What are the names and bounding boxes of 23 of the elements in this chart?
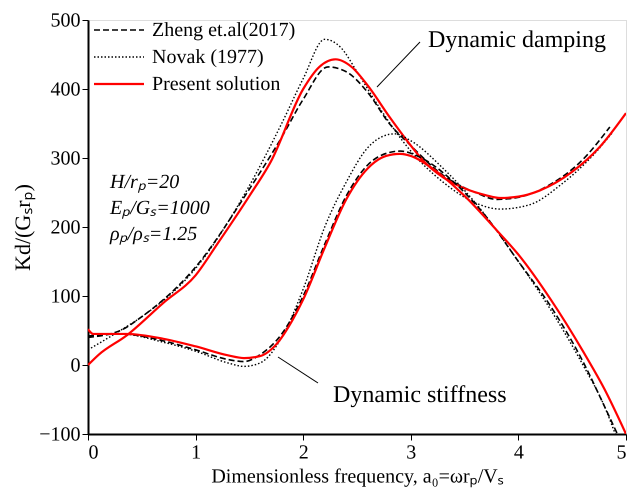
annotation: H/rₚ=20 — [109, 171, 180, 193]
y-tick-label: 200 — [50, 216, 80, 238]
y-tick-label: 100 — [50, 286, 80, 308]
y-tick-label: 0 — [70, 354, 80, 376]
legend-label: Present solution — [152, 73, 280, 95]
annotation: Dynamic damping — [428, 27, 606, 53]
x-tick-label: 3 — [406, 442, 416, 464]
legend-label: Zheng et.al(2017) — [152, 19, 296, 41]
x-tick-label: 4 — [514, 442, 524, 464]
x-tick-label: 5 — [616, 442, 626, 464]
y-tick-label: 400 — [50, 78, 80, 100]
y-tick-label: 300 — [50, 148, 80, 170]
x-axis-title: Dimensionless frequency, a₀=ωrₚ/Vₛ — [211, 466, 504, 488]
annotation: Eₚ/Gₛ=1000 — [109, 197, 210, 219]
x-tick-label: 0 — [88, 442, 98, 464]
x-tick-label: 1 — [191, 442, 202, 464]
x-tick-label: 2 — [298, 442, 309, 464]
legend-label: Novak (1977) — [152, 46, 264, 68]
annotation: Dynamic stiffness — [333, 382, 507, 408]
annotation: ρₚ/ρₛ=1.25 — [109, 223, 198, 245]
y-tick-label: −100 — [39, 424, 80, 446]
y-tick-label: 500 — [50, 10, 80, 32]
y-axis-title: Kd/(Gₛrₚ) — [10, 184, 36, 271]
